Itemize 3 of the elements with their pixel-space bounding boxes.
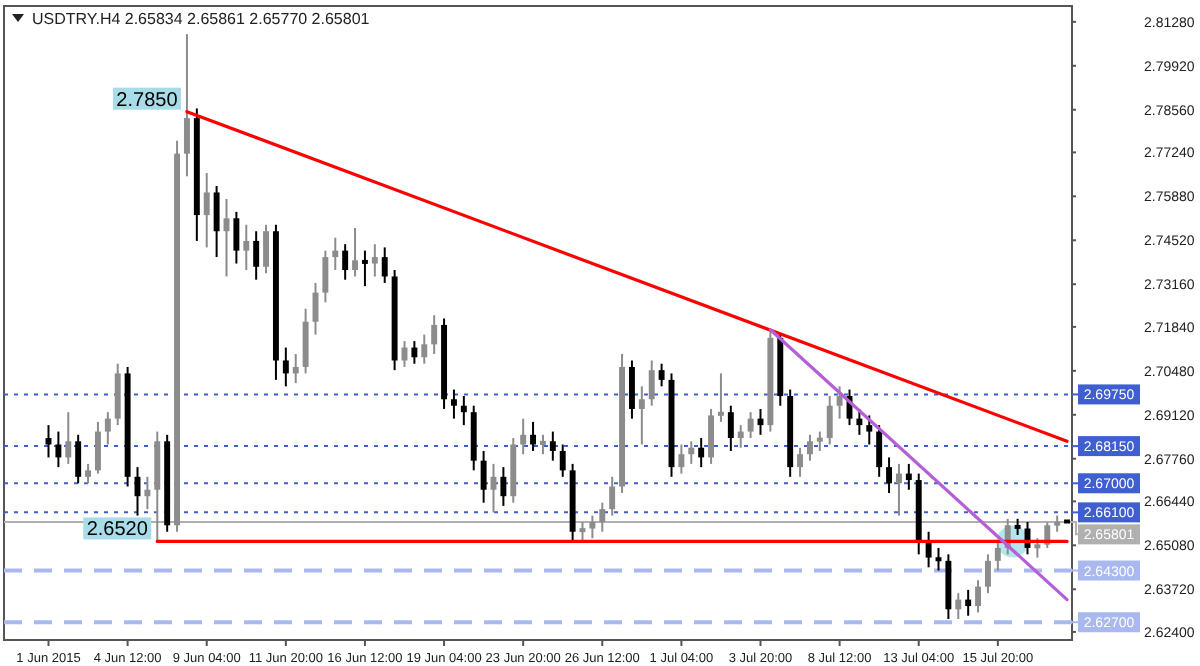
annotation: 2.7850 [116,89,179,112]
annotation: 2.6520 [86,519,149,542]
chart-title: USDTRY.H4 2.65834 2.65861 2.65770 2.65801 [32,10,371,28]
